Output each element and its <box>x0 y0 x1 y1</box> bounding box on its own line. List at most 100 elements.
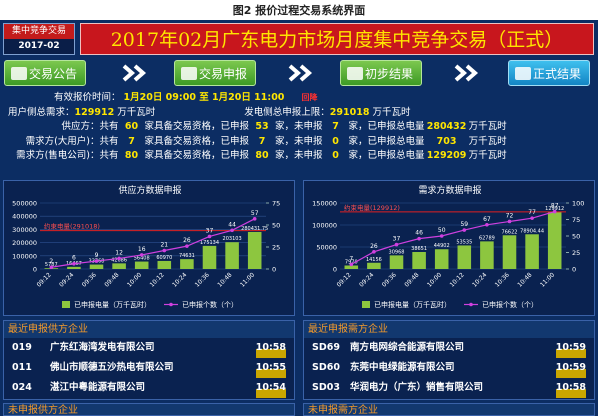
undeclared: 7 <box>332 121 339 132</box>
chevrons <box>122 64 479 82</box>
list: 最近申报需方企业 SD69 南方电网综合能源有限公司 10:59 SD60 东莞中电绿能源… <box>303 320 595 400</box>
line <box>351 211 555 265</box>
code: 019 <box>12 342 32 353</box>
y2-tick-label: 75 <box>272 200 280 208</box>
bar <box>412 251 426 269</box>
line-label: 37 <box>393 236 401 243</box>
code: 024 <box>12 382 32 393</box>
unit: 万千瓦时 <box>117 106 156 118</box>
note: 回降 <box>301 93 318 102</box>
y2-tick-label: 0 <box>572 266 576 274</box>
bar-label: 78904.44 <box>520 228 544 234</box>
x-tick-label: 10:36 <box>494 271 511 288</box>
line-marker <box>417 236 421 241</box>
list-row: SD60 东莞中电绿能源有限公司 10:59 <box>304 358 594 378</box>
unit: 万千瓦时 <box>468 150 507 161</box>
list-title: 最近申报需方企业 <box>304 321 594 338</box>
line-marker <box>230 228 234 233</box>
line-marker <box>72 261 76 266</box>
info-row: 用户侧总需求：129912 万千瓦时 发电侧总申报上限：291018 万千瓦时 <box>4 106 594 121</box>
nav-button[interactable]: 交易公告 <box>4 60 86 86</box>
party-name: 供应方 <box>61 121 90 132</box>
line-marker <box>162 248 167 253</box>
energy: 703 <box>436 135 457 147</box>
bar-label: 42686 <box>111 257 127 263</box>
icon <box>11 67 27 80</box>
line-label: 26 <box>183 237 191 244</box>
line-label: 37 <box>206 227 214 234</box>
bar-label: 5787 <box>45 262 58 268</box>
bar <box>157 260 172 269</box>
y-tick-label: 150000 <box>312 200 337 208</box>
footer-title: 未申报供方企业 <box>3 403 295 416</box>
line-label: 46 <box>415 230 423 237</box>
time: 10:58 <box>255 338 286 358</box>
arrows <box>122 64 479 82</box>
total: 7 <box>128 135 135 147</box>
company: 南方电网综合能源有限公司 <box>350 342 465 353</box>
company: 佛山市顺德五沙热电有限公司 <box>50 362 174 373</box>
x-tick-label: 09:12 <box>336 271 353 288</box>
line-label: 2 <box>49 258 53 265</box>
x-tick-label: 10:24 <box>471 271 488 288</box>
bar <box>67 266 81 269</box>
line-label: 16 <box>138 246 146 253</box>
time: 10:58 <box>555 378 586 398</box>
unit: 万千瓦时 <box>372 106 411 118</box>
list-row: 019 广东红海湾发电有限公司 10:58 <box>4 338 294 358</box>
limit-label: 约束电量(291018) <box>44 222 100 231</box>
text: ：共有 <box>90 150 119 161</box>
y2-tick-label: 50 <box>572 233 580 241</box>
nav-button[interactable]: 正式结果 <box>508 60 590 86</box>
chart-title: 需求方数据申报 <box>418 184 481 196</box>
legend-swatch <box>362 301 370 308</box>
time: 10:55 <box>255 358 286 378</box>
badge-top: 集中竞争交易 <box>4 24 74 39</box>
bar <box>525 234 539 269</box>
bar-label: 14156 <box>366 257 382 263</box>
y-tick-label: 50000 <box>316 244 337 252</box>
bar <box>547 211 562 269</box>
legend-label: 已申报个数（个） <box>482 300 538 309</box>
line-label: 59 <box>460 221 468 228</box>
line-marker <box>372 250 376 254</box>
line-marker <box>252 217 257 221</box>
nav-label: 交易公告 <box>28 67 77 81</box>
bar-label: 53535 <box>456 239 472 245</box>
footer-title: 未申报需方企业 <box>303 403 595 416</box>
company: 华润电力（广东）销售有限公司 <box>350 382 484 393</box>
bar-label: 74631 <box>179 253 195 259</box>
bar <box>367 262 381 269</box>
x-tick-label: 10:00 <box>126 271 143 288</box>
line-label: 67 <box>483 216 491 223</box>
y2-tick-label: 50 <box>272 222 280 230</box>
bar <box>89 264 104 269</box>
bar-label: 129912 <box>545 206 564 212</box>
line-marker <box>94 259 99 263</box>
bar <box>202 245 217 269</box>
y2-tick-label: 25 <box>272 244 280 252</box>
text: 家，未申报 <box>275 135 323 147</box>
nav-button[interactable]: 交易申报 <box>174 60 256 86</box>
energy: 129209 <box>426 150 467 161</box>
line-label: 44 <box>228 221 236 228</box>
party-row: 需求方(大用户)：共有 7 家具备交易资格，已申报 7 家，未申报 0 家，已申报总电量 70… <box>4 135 594 150</box>
nav-button[interactable]: 初步结果 <box>340 60 422 86</box>
line-marker <box>394 242 399 247</box>
bar-label: 203103 <box>223 236 242 242</box>
declared: 53 <box>255 121 269 132</box>
bar-label: 7970 <box>345 259 358 265</box>
x-tick-label: 10:12 <box>149 271 166 288</box>
x-tick-label: 10:12 <box>449 271 466 288</box>
y-tick-label: 300000 <box>12 226 37 234</box>
y2-tick-label: 0 <box>272 266 276 274</box>
line-marker <box>139 253 144 257</box>
bar <box>344 265 359 269</box>
bar-label: 56408 <box>134 256 150 262</box>
line-label: 87 <box>551 203 559 210</box>
line-marker <box>185 244 189 248</box>
bar-label: 280431.75 <box>241 226 268 232</box>
code: SD03 <box>312 382 340 393</box>
line-marker <box>552 209 557 214</box>
label: 用户侧总需求： <box>8 106 75 118</box>
